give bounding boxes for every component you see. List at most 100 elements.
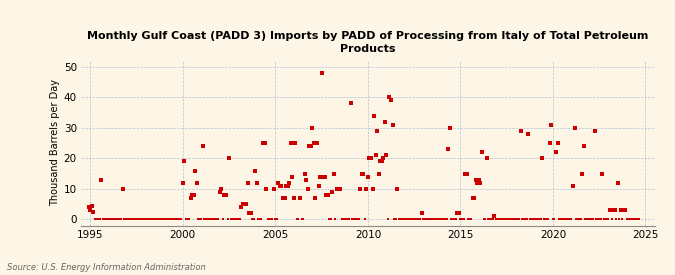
Point [333, 187, 344, 191]
Point [117, 187, 128, 191]
Point [352, 217, 362, 222]
Point [113, 217, 124, 222]
Point [202, 217, 213, 222]
Point [495, 217, 506, 222]
Point [355, 187, 366, 191]
Point [460, 171, 470, 176]
Point [535, 217, 546, 222]
Point [97, 217, 108, 222]
Point [273, 180, 284, 185]
Point [150, 217, 161, 222]
Point [103, 217, 114, 222]
Point [258, 141, 269, 145]
Point [259, 141, 270, 145]
Point [155, 217, 165, 222]
Point [631, 217, 642, 222]
Point [450, 217, 461, 222]
Point [238, 202, 248, 206]
Point [433, 217, 444, 222]
Point [385, 98, 396, 102]
Point [387, 122, 398, 127]
Point [546, 122, 557, 127]
Point [424, 217, 435, 222]
Point [329, 171, 340, 176]
Point [213, 217, 223, 222]
Point [455, 217, 466, 222]
Point [182, 217, 193, 222]
Point [325, 217, 336, 222]
Point [91, 217, 102, 222]
Point [227, 217, 238, 222]
Point [294, 196, 305, 200]
Point [461, 171, 472, 176]
Point [120, 217, 131, 222]
Point [119, 217, 130, 222]
Point [481, 156, 492, 161]
Point [83, 205, 94, 209]
Point [207, 217, 217, 222]
Point [506, 217, 517, 222]
Point [233, 217, 244, 222]
Point [281, 184, 292, 188]
Point [209, 217, 219, 222]
Point [335, 187, 346, 191]
Point [176, 217, 187, 222]
Point [379, 119, 390, 124]
Point [125, 217, 136, 222]
Point [620, 208, 631, 212]
Point [254, 217, 265, 222]
Point [427, 217, 438, 222]
Point [344, 217, 355, 222]
Point [90, 217, 101, 222]
Point [527, 217, 538, 222]
Point [610, 208, 620, 212]
Point [603, 217, 614, 222]
Point [585, 217, 595, 222]
Point [161, 217, 171, 222]
Point [526, 217, 537, 222]
Point [185, 196, 196, 200]
Point [541, 217, 552, 222]
Point [540, 217, 551, 222]
Point [599, 217, 610, 222]
Point [502, 217, 512, 222]
Point [200, 217, 211, 222]
Point [253, 217, 264, 222]
Point [174, 217, 185, 222]
Point [313, 184, 324, 188]
Point [398, 217, 409, 222]
Point [449, 217, 460, 222]
Point [575, 217, 586, 222]
Point [583, 217, 594, 222]
Text: Source: U.S. Energy Information Administration: Source: U.S. Energy Information Administ… [7, 263, 205, 272]
Point [367, 187, 378, 191]
Point [420, 217, 431, 222]
Point [225, 217, 236, 222]
Point [456, 217, 467, 222]
Point [331, 187, 342, 191]
Point [492, 217, 503, 222]
Point [569, 125, 580, 130]
Point [163, 217, 174, 222]
Point [305, 144, 316, 148]
Point [423, 217, 433, 222]
Point [617, 217, 628, 222]
Point [256, 217, 267, 222]
Point [520, 217, 531, 222]
Point [211, 217, 222, 222]
Point [191, 180, 202, 185]
Point [383, 217, 394, 222]
Point [264, 217, 275, 222]
Point [547, 217, 558, 222]
Point [205, 217, 216, 222]
Point [577, 171, 588, 176]
Point [509, 217, 520, 222]
Point [350, 217, 361, 222]
Point [418, 217, 429, 222]
Point [347, 217, 358, 222]
Point [157, 217, 168, 222]
Point [310, 196, 321, 200]
Title: Monthly Gulf Coast (PADD 3) Imports by PADD of Processing from Italy of Total Pe: Monthly Gulf Coast (PADD 3) Imports by P… [87, 31, 649, 54]
Point [136, 217, 146, 222]
Point [282, 184, 293, 188]
